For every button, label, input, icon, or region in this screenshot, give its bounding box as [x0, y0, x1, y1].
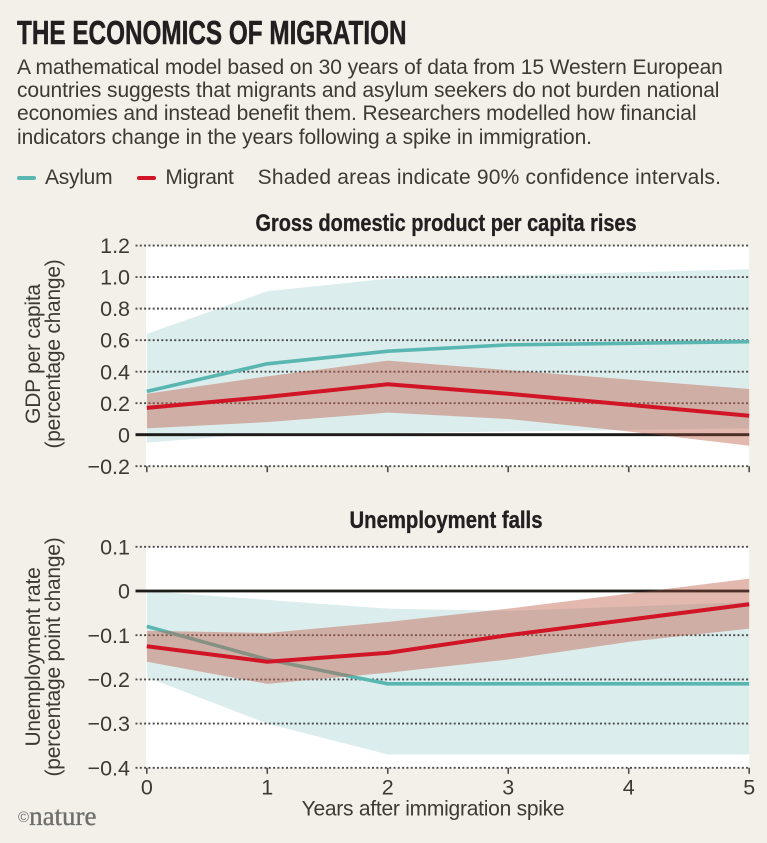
- y-tick-label: −0.4: [88, 756, 130, 780]
- y-tick-label: 0.6: [100, 329, 130, 353]
- copyright-symbol: ©: [18, 808, 30, 826]
- chart-title: Gross domestic product per capita rises: [256, 210, 637, 237]
- y-tick-label: 0.2: [100, 392, 130, 416]
- x-tick-label: 2: [382, 776, 394, 800]
- legend-label-migrant: Migrant: [165, 166, 234, 189]
- x-tick-label: 0: [141, 776, 153, 800]
- y-tick-label: −0.1: [88, 624, 130, 648]
- y-tick-label: −0.3: [88, 712, 130, 736]
- migrant-confidence-band: [146, 360, 750, 446]
- asylum-line: [146, 624, 750, 686]
- chart-gdp: 1.2 1.0 0.8 0.6 0.4 0.2 0 −0.2 Gross domestic pr…: [22, 210, 751, 479]
- y-tick-label: 0: [118, 423, 130, 447]
- x-tick-label: 3: [502, 776, 514, 800]
- nature-brand: nature: [29, 800, 97, 831]
- y-tick-label: 1.2: [100, 234, 130, 258]
- migrant-line-swatch: [137, 176, 157, 180]
- y-axis-title: (percentage point change): [42, 538, 65, 777]
- y-tick-label: 1.0: [100, 266, 130, 290]
- asylum-confidence-band: [146, 591, 750, 755]
- y-axis-title: Unemployment rate: [22, 568, 45, 747]
- x-axis-title: Years after immigration spike: [302, 798, 565, 821]
- migrant-line: [146, 602, 750, 664]
- asylum-line-swatch: [17, 176, 36, 180]
- y-tick-label: 0.8: [100, 297, 130, 321]
- y-tick-label: 0.4: [100, 360, 130, 384]
- x-tick-label: 5: [743, 776, 755, 800]
- y-axis-title: (percentage change): [42, 259, 65, 448]
- x-tick-label: 4: [623, 776, 635, 800]
- legend-label-asylum: Asylum: [45, 166, 113, 189]
- asylum-confidence-band: [146, 269, 750, 443]
- y-tick-label: 0.1: [100, 535, 130, 559]
- description-text: A mathematical model based on 30 years o…: [17, 55, 723, 149]
- page-title: THE ECONOMICS OF MIGRATION: [17, 14, 407, 52]
- chart-unemployment: 0.1 0 −0.1 −0.2 −0.3 −0.4 Unemployment falls Un…: [22, 507, 755, 821]
- y-axis-title: GDP per capita: [22, 284, 45, 424]
- y-tick-label: −0.2: [88, 668, 130, 692]
- y-tick-label: 0: [118, 580, 130, 604]
- legend-note: Shaded areas indicate 90% confidence int…: [257, 166, 722, 189]
- legend: Asylum Migrant Shaded areas indicate 90%…: [17, 166, 721, 190]
- asylum-line: [146, 339, 750, 394]
- nature-logo: ©nature: [18, 800, 97, 832]
- y-tick-label: −0.2: [88, 455, 130, 479]
- migrant-line: [146, 382, 750, 418]
- chart-title: Unemployment falls: [350, 507, 543, 534]
- x-tick-label: 1: [261, 776, 273, 800]
